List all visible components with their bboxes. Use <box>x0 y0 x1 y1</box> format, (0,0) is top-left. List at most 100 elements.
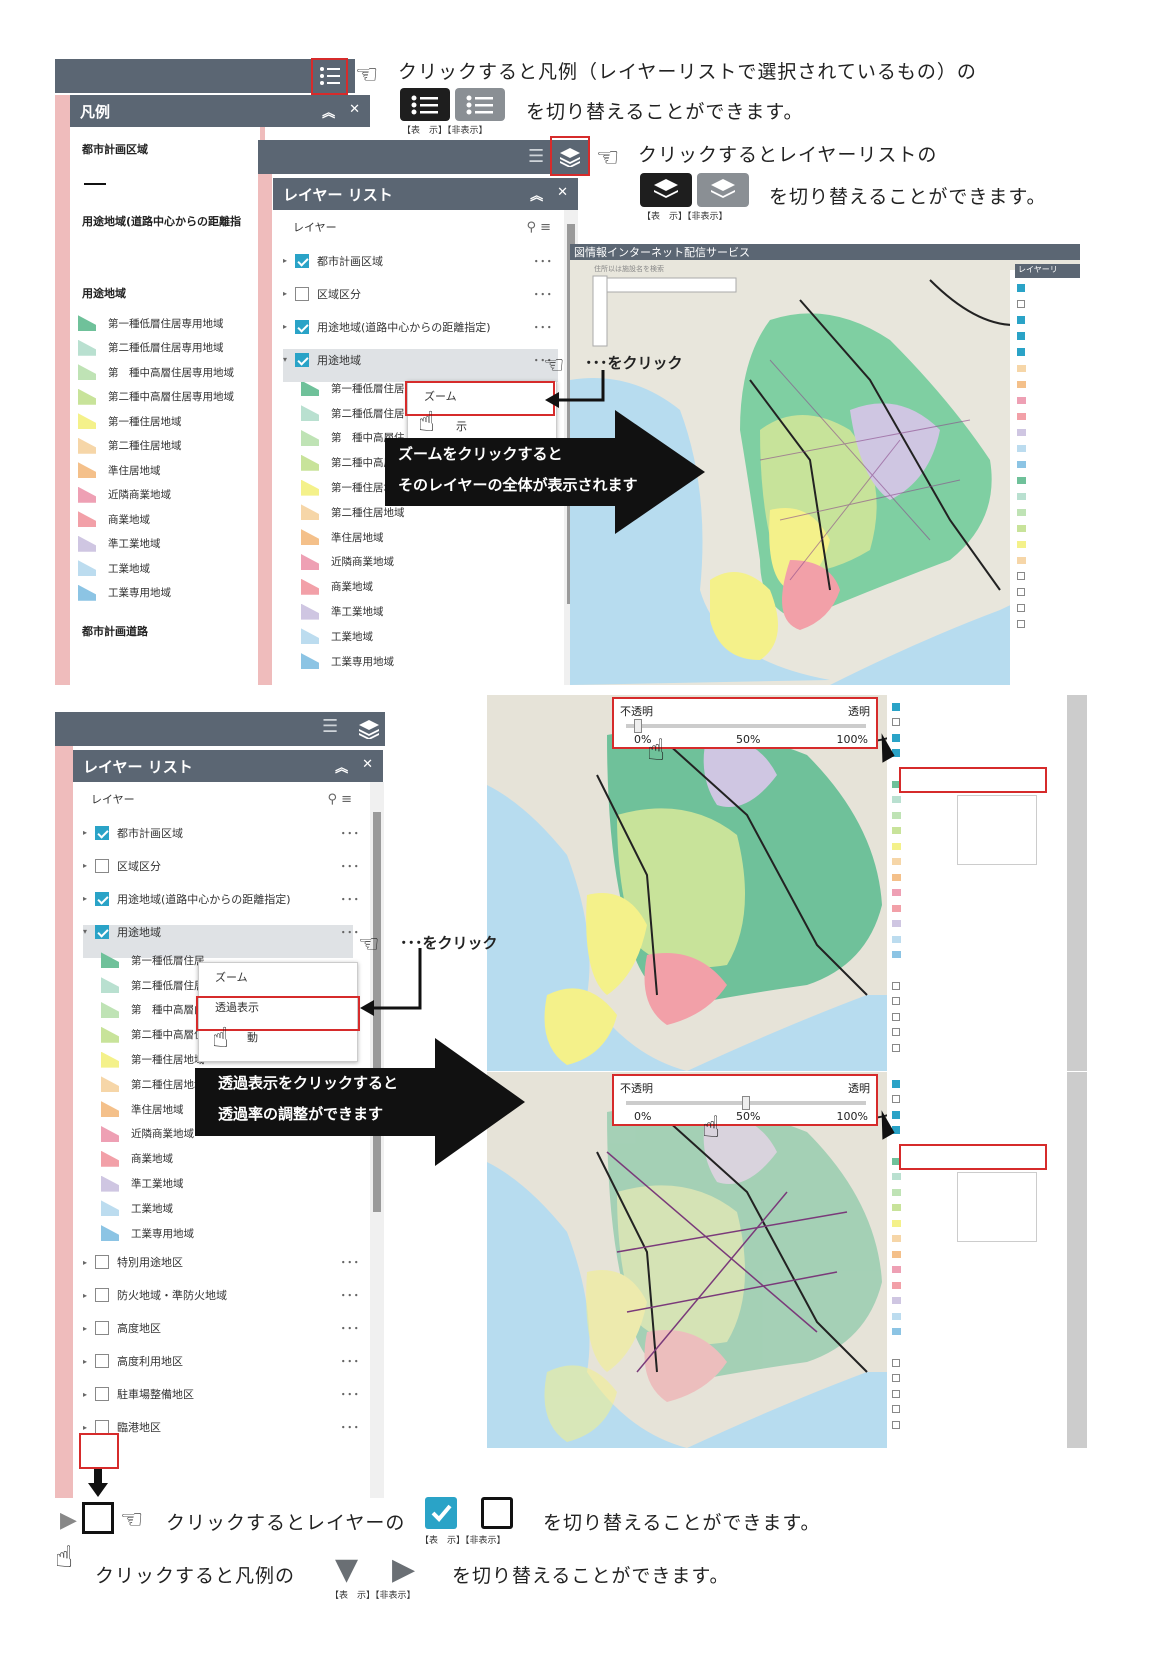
checkbox-large[interactable] <box>82 1502 114 1534</box>
scrollbar[interactable] <box>370 782 384 1498</box>
scrollbar-thumb[interactable] <box>373 812 381 1212</box>
legend-list-icon-small[interactable]: ☰ <box>322 716 339 737</box>
layer-checkbox[interactable] <box>95 825 109 840</box>
down-arrow <box>88 1469 108 1497</box>
layer-options-button[interactable]: ･･･ <box>340 859 360 873</box>
close-icon[interactable]: ✕ <box>349 101 360 117</box>
expand-triangle-icon[interactable]: ▸ <box>83 828 88 837</box>
layer-options-button[interactable]: ･･･ <box>340 925 360 939</box>
expand-triangle-icon[interactable]: ▸ <box>83 861 88 870</box>
legend-item-label: 第 種中高層住居専用地域 <box>108 366 234 379</box>
slider-handle[interactable] <box>634 719 642 733</box>
layer-row[interactable]: ▸ 用途地域(道路中心からの距離指定) ･･･ <box>273 310 563 343</box>
sublegend-item: 第一種低層住居 <box>73 948 370 973</box>
layer-row[interactable]: ▾ 用途地域 ･･･ <box>273 343 563 376</box>
sublegend-label: 第二種低層住居 <box>331 407 405 420</box>
layer-row[interactable]: ▸ 駐車場整備地区 ･･･ <box>73 1378 370 1411</box>
layer-label: 用途地域 <box>117 925 161 939</box>
layer-row[interactable]: ▸ 区域区分 ･･･ <box>73 849 370 882</box>
layer-options-button[interactable]: ･･･ <box>340 1256 360 1270</box>
layer-checkbox[interactable] <box>95 1354 109 1369</box>
expand-triangle-icon[interactable]: ▸ <box>83 1290 88 1300</box>
slider-track[interactable] <box>626 724 866 728</box>
map-sidelist-row <box>892 1247 1062 1263</box>
layer-checkbox[interactable] <box>95 1255 109 1270</box>
expand-triangle-icon[interactable]: ▸ <box>83 1389 88 1399</box>
layer-options-button[interactable]: ･･･ <box>340 1322 360 1336</box>
legend-toggle-button[interactable] <box>314 61 346 91</box>
layer-options-button[interactable]: ･･･ <box>533 287 553 301</box>
layer-options-button[interactable]: ･･･ <box>340 1388 360 1402</box>
layer-checkbox[interactable] <box>295 253 309 268</box>
expand-triangle-icon[interactable]: ▸ <box>83 1422 88 1432</box>
search-icon[interactable]: ⚲ ≡ <box>526 219 551 235</box>
layer-checkbox[interactable] <box>95 924 109 939</box>
menu-zoom[interactable]: ズーム <box>215 971 248 984</box>
expand-triangle-icon[interactable]: ▸ <box>83 1257 88 1267</box>
legend-list-icon-small[interactable]: ☰ <box>528 146 545 167</box>
layer-checkbox[interactable] <box>295 319 309 334</box>
layer-checkbox[interactable] <box>95 1420 109 1435</box>
layer-row[interactable]: ▸ 都市計画区域 ･･･ <box>273 244 563 277</box>
collapse-icon[interactable]: ︽ <box>530 188 544 204</box>
layer-checkbox[interactable] <box>295 352 309 367</box>
layer-options-button[interactable]: ･･･ <box>340 826 360 840</box>
expand-triangle-icon[interactable]: ▸ <box>83 1323 88 1333</box>
slider-handle[interactable] <box>742 1096 750 1110</box>
expand-triangle-icon[interactable]: ▾ <box>83 927 88 936</box>
layerlist-toggle-button[interactable] <box>555 141 585 173</box>
layer-row[interactable]: ▸ 都市計画区域 ･･･ <box>73 816 370 849</box>
legend-item: 第二種中高層住居専用地域 <box>70 385 260 410</box>
pointing-hand-icon: ☜ <box>355 60 379 90</box>
search-icon[interactable]: ⚲ ≡ <box>327 791 352 807</box>
layer-checkbox[interactable] <box>95 858 109 873</box>
close-icon[interactable]: ✕ <box>557 184 568 200</box>
layer-options-button[interactable]: ･･･ <box>533 353 553 367</box>
layer-options-button[interactable]: ･･･ <box>533 320 553 334</box>
map-view-top[interactable]: 図情報インターネット配信サービス 住所以は施設名を検索 レイヤーリ <box>570 244 1080 685</box>
layer-row[interactable]: ▸ 臨港地区 ･･･ <box>73 1411 370 1444</box>
layer-row[interactable]: ▸ 高度利用地区 ･･･ <box>73 1345 370 1378</box>
menu-move[interactable]: 動 <box>247 1031 258 1044</box>
expand-triangle-icon[interactable]: ▸ <box>283 289 288 298</box>
collapse-icon[interactable]: ︽ <box>322 105 336 121</box>
layer-row[interactable]: ▸ 防火地域・準防火地域 ･･･ <box>73 1279 370 1312</box>
map-sidelist-row <box>892 978 1062 994</box>
menu-zoom[interactable]: ズーム <box>424 390 457 403</box>
layer-checkbox[interactable] <box>95 891 109 906</box>
layer-options-button[interactable]: ･･･ <box>340 892 360 906</box>
layer-options-button[interactable]: ･･･ <box>340 1355 360 1369</box>
map-search-input[interactable]: 住所以は施設名を検索 <box>594 265 664 273</box>
layer-options-button[interactable]: ･･･ <box>533 254 553 268</box>
layer-options-button[interactable]: ･･･ <box>340 1289 360 1303</box>
expand-triangle-icon[interactable]: ▸ <box>83 894 88 903</box>
layer-row[interactable]: ▸ 特別用途地区 ･･･ <box>73 1246 370 1279</box>
expand-triangle-icon[interactable]: ▶ <box>60 1508 77 1533</box>
layer-options-button[interactable]: ･･･ <box>340 1421 360 1435</box>
map-sidelist-row <box>892 839 1062 855</box>
layer-row[interactable]: ▾ 用途地域 ･･･ <box>73 915 370 948</box>
layers-icon[interactable] <box>355 713 383 745</box>
layer-row[interactable]: ▸ 区域区分 ･･･ <box>273 277 563 310</box>
map-view-opacity[interactable]: 不透明 透明 0% 50% 100% ☝ <box>487 1072 1087 1448</box>
map-view-opacity[interactable]: 不透明 透明 0% 50% 100% ☝ <box>487 695 1087 1071</box>
expand-triangle-icon[interactable]: ▸ <box>283 322 288 331</box>
map-sidelist-row <box>892 777 1062 793</box>
layer-row[interactable]: ▸ 用途地域(道路中心からの距離指定) ･･･ <box>73 882 370 915</box>
expand-triangle-icon[interactable]: ▾ <box>283 355 288 364</box>
layer-checkbox[interactable] <box>95 1288 109 1303</box>
layer-row[interactable]: ▸ 高度地区 ･･･ <box>73 1312 370 1345</box>
menu-transparency[interactable]: 透過表示 <box>215 1001 259 1014</box>
layer-checkbox[interactable] <box>295 286 309 301</box>
legend-item-label: 準住居地域 <box>108 464 161 477</box>
legend-item-label: 第一種低層住居専用地域 <box>108 317 224 330</box>
close-icon[interactable]: ✕ <box>362 756 373 772</box>
menu-hint[interactable]: 示 <box>456 420 467 433</box>
layer-checkbox[interactable] <box>95 1387 109 1402</box>
layer-checkbox[interactable] <box>95 1321 109 1336</box>
collapse-icon[interactable]: ︽ <box>335 760 349 776</box>
legend-item-label: 工業地域 <box>108 562 150 575</box>
expand-triangle-icon[interactable]: ▸ <box>283 256 288 265</box>
map-sidelist-row <box>892 1371 1062 1387</box>
expand-triangle-icon[interactable]: ▸ <box>83 1356 88 1366</box>
